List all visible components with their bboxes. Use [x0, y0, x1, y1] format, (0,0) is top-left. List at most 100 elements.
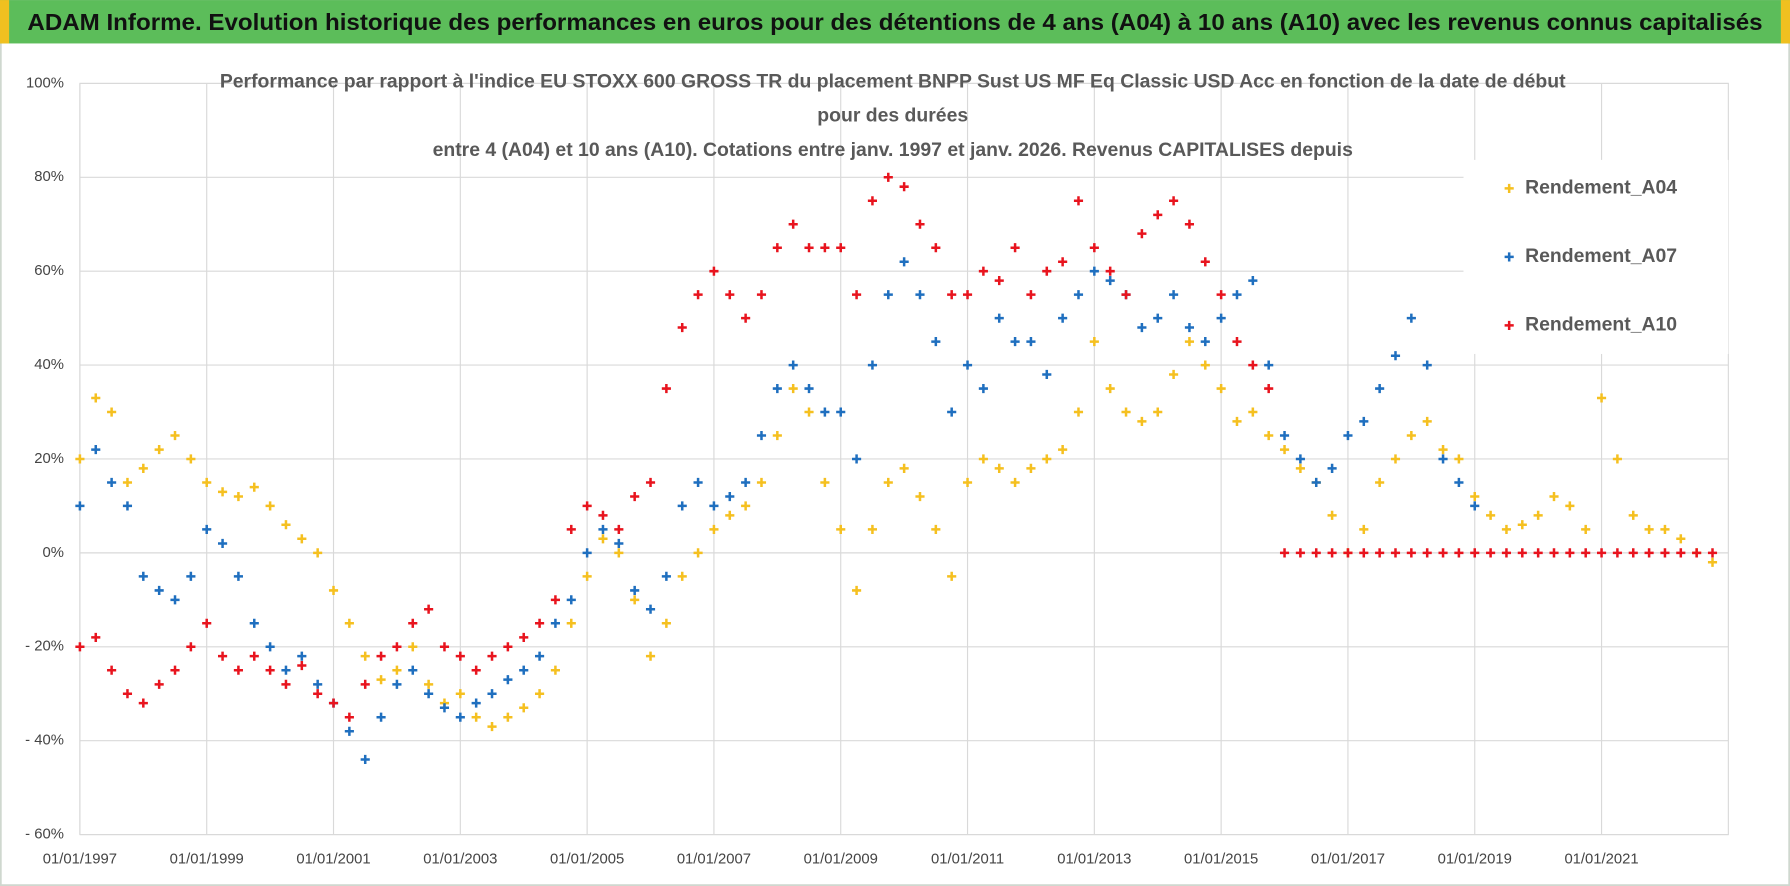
- point: [471, 665, 481, 675]
- point: [265, 642, 275, 652]
- point: [281, 679, 291, 689]
- chart-title: entre 4 (A04) et 10 ans (A10). Cotations…: [433, 139, 1353, 161]
- point: [1184, 322, 1195, 333]
- point: [1438, 548, 1448, 558]
- chart-title: pour des durées: [817, 105, 968, 127]
- point: [1692, 548, 1702, 558]
- point: [217, 487, 228, 497]
- point: [994, 276, 1004, 286]
- point: [788, 360, 798, 370]
- point: [1470, 501, 1480, 511]
- point: [170, 665, 180, 675]
- point: [1454, 548, 1464, 558]
- point: [1153, 407, 1163, 417]
- point: [1073, 290, 1084, 300]
- point: [313, 679, 323, 689]
- point: [947, 571, 957, 581]
- point: [978, 266, 988, 276]
- point: [1058, 313, 1068, 323]
- point: [693, 548, 703, 558]
- point: [75, 454, 85, 464]
- point: [931, 243, 941, 253]
- point: [788, 219, 798, 229]
- point: [550, 665, 560, 675]
- point: [1470, 548, 1480, 558]
- x-tick-label: 01/01/2009: [804, 852, 878, 868]
- point: [297, 534, 307, 544]
- point: [614, 548, 624, 558]
- point: [360, 679, 370, 689]
- point: [1026, 290, 1036, 300]
- point: [249, 651, 259, 661]
- point: [1137, 416, 1147, 426]
- point: [1248, 276, 1258, 286]
- point: [614, 524, 624, 534]
- point: [661, 618, 671, 628]
- point: [392, 642, 402, 652]
- point: [820, 407, 830, 417]
- point: [645, 604, 656, 614]
- x-tick-label: 01/01/2013: [1057, 852, 1131, 868]
- point: [867, 360, 877, 370]
- point: [1707, 548, 1718, 558]
- point: [1549, 548, 1559, 558]
- point: [1169, 196, 1179, 206]
- point: [1406, 313, 1416, 323]
- y-tick-label: - 40%: [25, 733, 64, 749]
- point: [328, 698, 339, 708]
- point: [1470, 491, 1480, 502]
- point: [360, 651, 370, 661]
- point: [1058, 257, 1068, 267]
- point: [1073, 407, 1084, 417]
- point: [281, 665, 291, 675]
- point: [535, 618, 545, 628]
- point: [75, 501, 85, 511]
- point: [154, 445, 164, 455]
- point: [439, 703, 450, 713]
- point: [1390, 351, 1401, 361]
- point: [471, 712, 481, 722]
- point: [1533, 510, 1543, 520]
- point: [1248, 360, 1258, 370]
- point: [1295, 454, 1305, 464]
- point: [1565, 548, 1575, 558]
- point: [1406, 430, 1416, 441]
- point: [1581, 548, 1591, 558]
- x-tick-label: 01/01/2003: [423, 852, 497, 868]
- point: [994, 463, 1004, 473]
- point: [1216, 383, 1226, 394]
- point: [487, 689, 497, 699]
- point: [1375, 383, 1385, 394]
- point: [598, 510, 608, 520]
- point: [630, 595, 640, 605]
- point: [867, 524, 877, 534]
- y-tick-label: - 60%: [25, 826, 64, 842]
- point: [978, 383, 988, 394]
- point: [186, 642, 196, 652]
- point: [1105, 276, 1115, 286]
- point: [1042, 454, 1052, 464]
- point: [1517, 520, 1527, 530]
- point: [1486, 548, 1496, 558]
- banner-corner: [0, 0, 10, 44]
- legend-label: Rendement_A10: [1525, 314, 1677, 336]
- point: [1311, 548, 1321, 558]
- point: [1232, 337, 1242, 347]
- point: [1058, 445, 1068, 455]
- point: [725, 290, 735, 300]
- point: [661, 571, 671, 581]
- point: [852, 290, 862, 300]
- x-tick-label: 01/01/2011: [931, 852, 1004, 868]
- point: [535, 651, 545, 661]
- point: [1644, 524, 1654, 534]
- x-tick-label: 01/01/2021: [1564, 852, 1638, 868]
- point: [91, 393, 101, 403]
- point: [1089, 266, 1099, 276]
- point: [962, 290, 973, 300]
- point: [804, 407, 814, 417]
- point: [1517, 548, 1527, 558]
- point: [1121, 290, 1131, 300]
- point: [1184, 219, 1195, 229]
- point: [503, 675, 513, 685]
